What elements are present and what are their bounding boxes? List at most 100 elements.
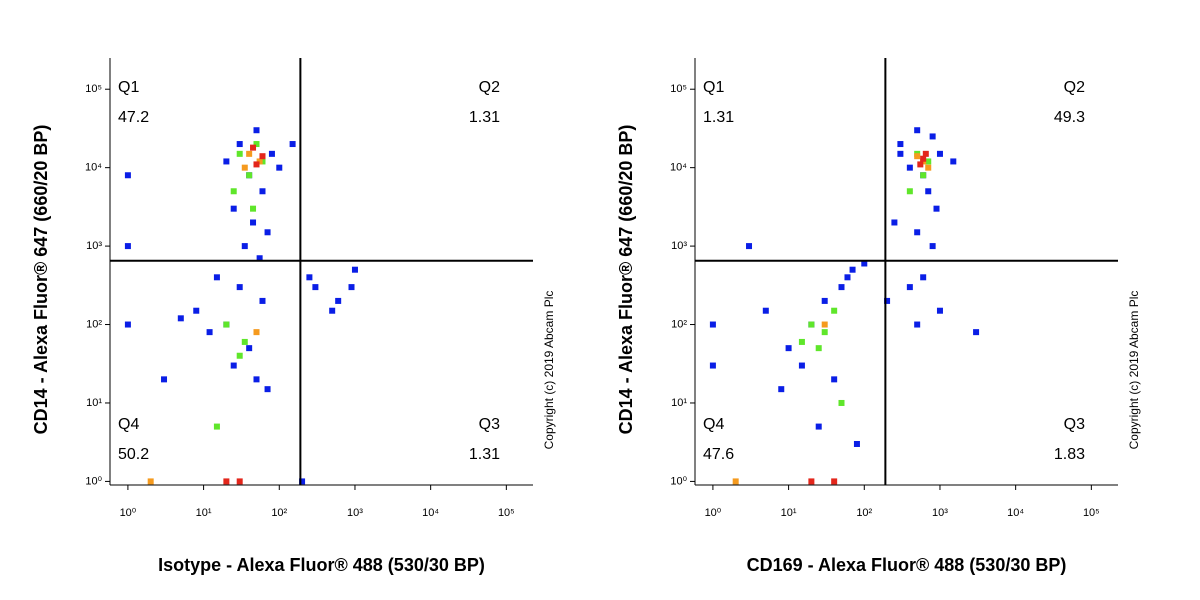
y-tick-label: 10⁴ — [670, 162, 687, 174]
event-dot — [259, 188, 266, 195]
event-dot — [268, 150, 275, 157]
event-dot — [973, 329, 980, 336]
event-dot — [256, 255, 263, 262]
y-tick-label: 10¹ — [86, 397, 102, 409]
event-dot — [884, 297, 891, 304]
event-dot — [849, 266, 856, 273]
x-tick-label: 10⁵ — [498, 507, 515, 519]
event-dot — [213, 423, 220, 430]
event-dot — [821, 321, 828, 328]
x-tick-label: 10⁴ — [422, 507, 439, 519]
event-dot — [917, 161, 924, 168]
event-dot — [253, 161, 260, 168]
quadrant-name: Q4 — [118, 416, 139, 433]
event-dot — [925, 188, 932, 195]
event-dot — [891, 219, 898, 226]
event-dot — [906, 188, 913, 195]
event-dot — [259, 297, 266, 304]
event-dot — [236, 150, 243, 157]
event-dot — [351, 266, 358, 273]
y-tick-label: 10² — [671, 318, 687, 330]
y-tick-label: 10⁰ — [85, 475, 102, 487]
event-dot — [241, 243, 248, 250]
event-dot — [230, 362, 237, 369]
event-dot — [236, 141, 243, 148]
event-dot — [264, 229, 271, 236]
y-tick-label: 10⁵ — [670, 83, 687, 95]
x-tick-label: 10² — [856, 507, 872, 519]
event-dot — [925, 164, 932, 171]
copyright: Copyright (c) 2019 Abcam Plc — [1127, 291, 1141, 450]
event-dot — [161, 376, 168, 383]
y-tick-label: 10⁵ — [85, 83, 102, 95]
event-dot — [929, 243, 936, 250]
event-dot — [785, 345, 792, 352]
event-dot — [897, 150, 904, 157]
event-dot — [838, 399, 845, 406]
event-dot — [124, 321, 131, 328]
x-axis-label: Isotype - Alexa Fluor® 488 (530/30 BP) — [158, 555, 485, 575]
y-axis-label: CD14 - Alexa Fluor® 647 (660/20 BP) — [616, 125, 636, 435]
event-dot — [808, 478, 815, 485]
event-dot — [914, 127, 921, 134]
event-dot — [920, 274, 927, 281]
quadrant-name: Q2 — [1064, 79, 1085, 96]
x-tick-label: 10⁰ — [120, 507, 137, 519]
event-dot — [276, 164, 283, 171]
event-dot — [933, 205, 940, 212]
event-dot — [815, 423, 822, 430]
event-dot — [732, 478, 739, 485]
event-dot — [230, 188, 237, 195]
event-dot — [124, 243, 131, 250]
event-dot — [831, 478, 838, 485]
quadrant-percent: 47.6 — [703, 446, 734, 463]
event-dot — [264, 386, 271, 393]
event-dot — [906, 284, 913, 291]
event-dot — [213, 274, 220, 281]
x-tick-label: 10⁰ — [705, 507, 722, 519]
quadrant-name: Q3 — [1064, 416, 1085, 433]
event-dot — [762, 307, 769, 314]
event-dot — [906, 164, 913, 171]
event-dot — [250, 219, 257, 226]
y-tick-label: 10² — [86, 318, 102, 330]
event-dot — [914, 153, 921, 160]
event-dot — [124, 172, 131, 179]
event-dot — [831, 376, 838, 383]
event-dot — [831, 307, 838, 314]
event-dot — [914, 321, 921, 328]
x-tick-label: 10³ — [932, 507, 948, 519]
x-tick-label: 10² — [271, 507, 287, 519]
quadrant-percent: 1.83 — [1054, 446, 1085, 463]
quadrant-percent: 50.2 — [118, 446, 149, 463]
event-dot — [798, 338, 805, 345]
event-dot — [838, 284, 845, 291]
event-dot — [778, 386, 785, 393]
quadrant-name: Q2 — [479, 79, 500, 96]
event-dot — [348, 284, 355, 291]
x-tick-label: 10¹ — [196, 507, 212, 519]
event-dot — [230, 205, 237, 212]
event-dot — [920, 172, 927, 179]
event-dot — [241, 338, 248, 345]
quadrant-percent: 1.31 — [469, 446, 500, 463]
event-dot — [250, 205, 257, 212]
event-dot — [920, 155, 927, 162]
x-axis-label: CD169 - Alexa Fluor® 488 (530/30 BP) — [747, 555, 1067, 575]
event-dot — [246, 150, 253, 157]
event-dot — [925, 158, 932, 165]
event-dot — [709, 362, 716, 369]
quadrant-percent: 49.3 — [1054, 109, 1085, 126]
event-dot — [335, 297, 342, 304]
event-dot — [914, 229, 921, 236]
event-dot — [897, 141, 904, 148]
event-dot — [223, 158, 230, 165]
event-dot — [289, 141, 296, 148]
y-tick-label: 10⁴ — [85, 162, 102, 174]
event-dot — [329, 307, 336, 314]
quadrant-name: Q4 — [703, 416, 724, 433]
quadrant-name: Q1 — [703, 79, 724, 96]
quadrant-percent: 47.2 — [118, 109, 149, 126]
quadrant-name: Q1 — [118, 79, 139, 96]
